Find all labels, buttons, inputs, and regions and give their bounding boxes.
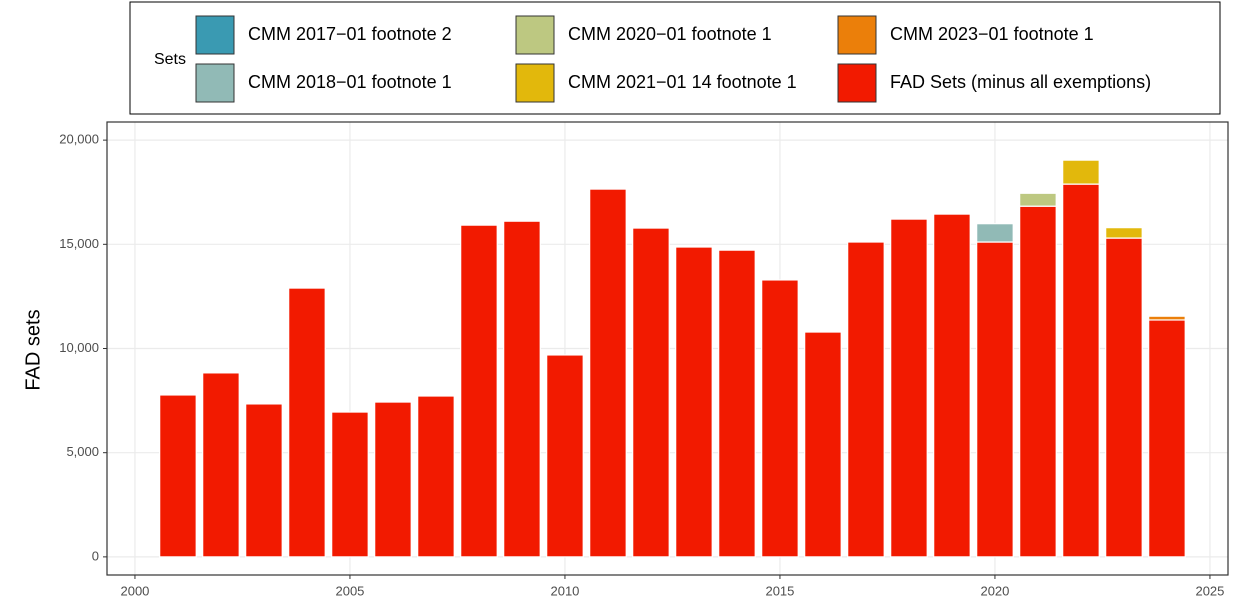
bar-segment <box>1062 183 1100 558</box>
x-tick-label: 2020 <box>980 583 1009 598</box>
bar-segment <box>202 372 240 558</box>
legend-key <box>837 63 877 103</box>
bar-segment <box>933 213 971 558</box>
bar-segment <box>417 395 455 558</box>
bar-segment <box>1019 192 1057 207</box>
legend-key <box>195 63 235 103</box>
x-tick-label: 2010 <box>550 583 579 598</box>
bar-segment <box>675 246 713 558</box>
legend-label: FAD Sets (minus all exemptions) <box>890 72 1151 92</box>
bar-segment <box>890 218 928 558</box>
bar-segment <box>976 241 1014 558</box>
legend-title: Sets <box>154 51 186 68</box>
bar-segment <box>1148 319 1186 558</box>
y-tick-label: 5,000 <box>66 444 99 459</box>
y-axis-label: FAD sets <box>22 309 44 390</box>
y-tick-label: 20,000 <box>59 132 99 147</box>
legend-key <box>515 15 555 55</box>
bar-segment <box>331 411 369 558</box>
y-tick-label: 15,000 <box>59 236 99 251</box>
legend-label: CMM 2018−01 footnote 1 <box>248 72 452 92</box>
bar-segment <box>546 354 584 558</box>
bar-segment <box>847 241 885 558</box>
bar-segment <box>503 220 541 558</box>
legend-key <box>515 63 555 103</box>
bar-segment <box>589 188 627 558</box>
bar-segment <box>1105 227 1143 239</box>
x-tick-label: 2005 <box>335 583 364 598</box>
legend-key <box>837 15 877 55</box>
bar-segment <box>718 249 756 558</box>
bar-segment <box>245 403 283 558</box>
bar-segment <box>460 224 498 558</box>
bar-segment <box>1105 237 1143 558</box>
x-tick-label: 2025 <box>1195 583 1224 598</box>
bar-segment <box>374 401 412 558</box>
x-tick-label: 2015 <box>765 583 794 598</box>
y-tick-label: 10,000 <box>59 340 99 355</box>
bar-segment <box>288 287 326 558</box>
panel-border <box>106 121 1229 576</box>
y-tick-label: 0 <box>92 548 99 563</box>
legend-label: CMM 2017−01 footnote 2 <box>248 24 452 44</box>
bar-segment <box>976 223 1014 243</box>
bar-segment <box>159 394 197 558</box>
bar-segment <box>761 279 799 558</box>
bar-segment <box>632 227 670 558</box>
legend-label: CMM 2021−01 14 footnote 1 <box>568 72 797 92</box>
legend-box <box>129 1 1221 115</box>
legend-label: CMM 2020−01 footnote 1 <box>568 24 772 44</box>
legend-label: CMM 2023−01 footnote 1 <box>890 24 1094 44</box>
bar-segment <box>804 331 842 558</box>
legend: CMM 2017−01 footnote 2 CMM 2018−01 footno… <box>195 15 1151 103</box>
bar-segment <box>1019 205 1057 558</box>
legend-key <box>195 15 235 55</box>
bar-segment <box>1148 315 1186 321</box>
bar-segment <box>1062 159 1100 185</box>
x-tick-label: 2000 <box>120 583 149 598</box>
